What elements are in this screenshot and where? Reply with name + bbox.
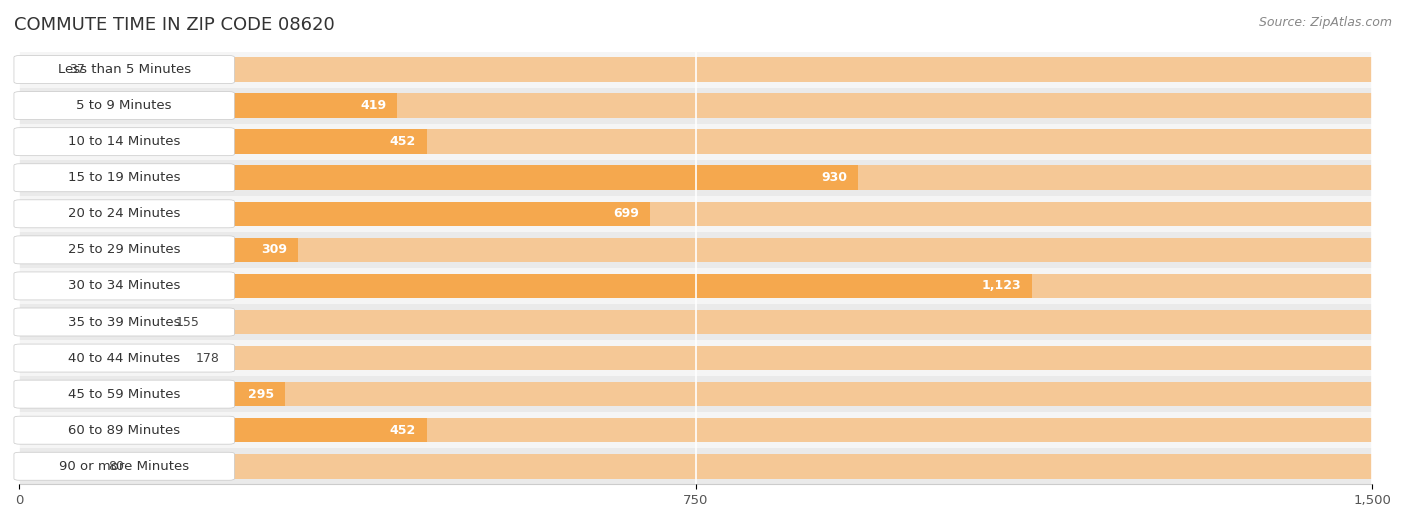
Bar: [20, 238, 298, 262]
Text: 178: 178: [195, 351, 219, 364]
FancyBboxPatch shape: [14, 416, 235, 444]
Bar: [20, 382, 285, 407]
Bar: [20, 274, 1372, 298]
FancyBboxPatch shape: [14, 380, 235, 408]
Bar: [20, 382, 1372, 407]
Text: 309: 309: [262, 243, 287, 256]
FancyBboxPatch shape: [14, 344, 235, 372]
Text: 295: 295: [249, 388, 274, 400]
FancyBboxPatch shape: [14, 128, 235, 156]
FancyBboxPatch shape: [14, 164, 235, 192]
Text: 452: 452: [389, 135, 416, 148]
Bar: [20, 274, 1032, 298]
Text: 1,123: 1,123: [981, 279, 1021, 292]
Bar: [20, 124, 1372, 160]
Text: 5 to 9 Minutes: 5 to 9 Minutes: [76, 99, 172, 112]
Text: 155: 155: [176, 315, 200, 328]
Bar: [20, 454, 1372, 479]
Bar: [20, 165, 1372, 190]
FancyBboxPatch shape: [14, 236, 235, 264]
Bar: [20, 165, 858, 190]
Bar: [20, 418, 1372, 443]
Text: Less than 5 Minutes: Less than 5 Minutes: [58, 63, 191, 76]
Bar: [20, 310, 1372, 334]
Bar: [20, 52, 1372, 88]
Bar: [20, 196, 1372, 232]
Bar: [20, 88, 1372, 124]
Bar: [20, 340, 1372, 376]
Bar: [20, 238, 1372, 262]
Bar: [20, 454, 91, 479]
FancyBboxPatch shape: [14, 55, 235, 84]
Bar: [20, 232, 1372, 268]
Text: 452: 452: [389, 424, 416, 437]
Bar: [20, 201, 1372, 226]
Bar: [20, 57, 53, 82]
FancyBboxPatch shape: [14, 200, 235, 228]
Text: 90 or more Minutes: 90 or more Minutes: [59, 460, 190, 473]
Text: 30 to 34 Minutes: 30 to 34 Minutes: [67, 279, 180, 292]
Bar: [20, 346, 1372, 370]
Bar: [20, 93, 398, 118]
Bar: [20, 201, 650, 226]
Bar: [20, 57, 1372, 82]
Text: 10 to 14 Minutes: 10 to 14 Minutes: [67, 135, 180, 148]
Text: 699: 699: [613, 207, 638, 220]
Text: 25 to 29 Minutes: 25 to 29 Minutes: [67, 243, 180, 256]
Text: 80: 80: [108, 460, 124, 473]
Bar: [20, 268, 1372, 304]
Bar: [20, 448, 1372, 484]
Text: 45 to 59 Minutes: 45 to 59 Minutes: [67, 388, 180, 400]
Bar: [20, 346, 180, 370]
Bar: [20, 310, 159, 334]
FancyBboxPatch shape: [14, 452, 235, 480]
Bar: [20, 376, 1372, 412]
Text: Source: ZipAtlas.com: Source: ZipAtlas.com: [1258, 16, 1392, 29]
Text: 40 to 44 Minutes: 40 to 44 Minutes: [67, 351, 180, 364]
Text: 60 to 89 Minutes: 60 to 89 Minutes: [67, 424, 180, 437]
Text: 37: 37: [69, 63, 84, 76]
Text: 419: 419: [360, 99, 387, 112]
FancyBboxPatch shape: [14, 92, 235, 120]
Bar: [20, 304, 1372, 340]
Bar: [20, 160, 1372, 196]
Text: 930: 930: [821, 171, 848, 184]
Text: 20 to 24 Minutes: 20 to 24 Minutes: [67, 207, 180, 220]
Bar: [20, 129, 427, 154]
Bar: [20, 412, 1372, 448]
Bar: [20, 418, 427, 443]
Text: 35 to 39 Minutes: 35 to 39 Minutes: [67, 315, 180, 328]
FancyBboxPatch shape: [14, 308, 235, 336]
Text: COMMUTE TIME IN ZIP CODE 08620: COMMUTE TIME IN ZIP CODE 08620: [14, 16, 335, 33]
Bar: [20, 129, 1372, 154]
FancyBboxPatch shape: [14, 272, 235, 300]
Text: 15 to 19 Minutes: 15 to 19 Minutes: [67, 171, 180, 184]
Bar: [20, 93, 1372, 118]
